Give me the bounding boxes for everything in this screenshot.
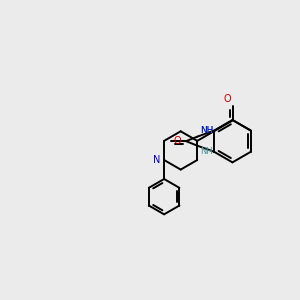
Text: NH: NH (200, 126, 212, 135)
Text: O: O (224, 94, 231, 104)
Text: O: O (173, 136, 181, 146)
Text: NH: NH (200, 147, 212, 156)
Text: NH: NH (200, 126, 214, 135)
Text: N: N (153, 155, 160, 165)
